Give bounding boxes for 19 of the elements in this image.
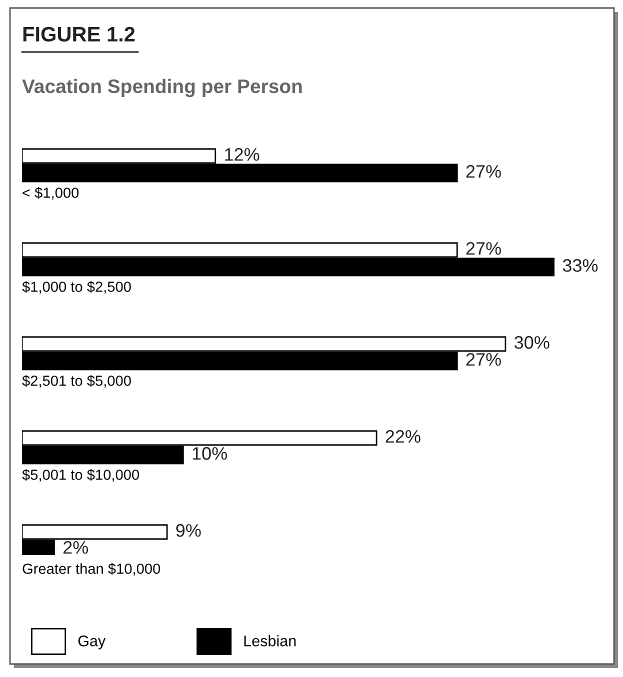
data-label: 2% — [63, 541, 88, 554]
data-label: 27% — [466, 165, 501, 178]
y-tick-label: Greater than $10,000 — [22, 562, 160, 576]
data-label: 30% — [514, 336, 550, 349]
chart-title: FIGURE 1.2 — [23, 26, 135, 42]
data-label: 27% — [466, 353, 501, 366]
legend-label: Gay — [78, 636, 106, 650]
data-label: 9% — [176, 524, 201, 537]
chart-subtitle: Vacation Spending per Person — [22, 78, 302, 98]
y-tick-label: $5,001 to $10,000 — [22, 468, 140, 482]
legend-label: Lesbian — [244, 635, 296, 646]
data-label: 27% — [466, 242, 501, 255]
data-label: 33% — [562, 259, 598, 272]
y-tick-label: $2,501 to $5,000 — [22, 374, 131, 388]
y-tick-label: < $1,000 — [22, 186, 79, 200]
data-label: 12% — [225, 148, 260, 161]
y-tick-label: $1,000 to $2,500 — [22, 280, 131, 294]
data-label: 22% — [386, 430, 420, 443]
data-label: 10% — [192, 447, 227, 460]
